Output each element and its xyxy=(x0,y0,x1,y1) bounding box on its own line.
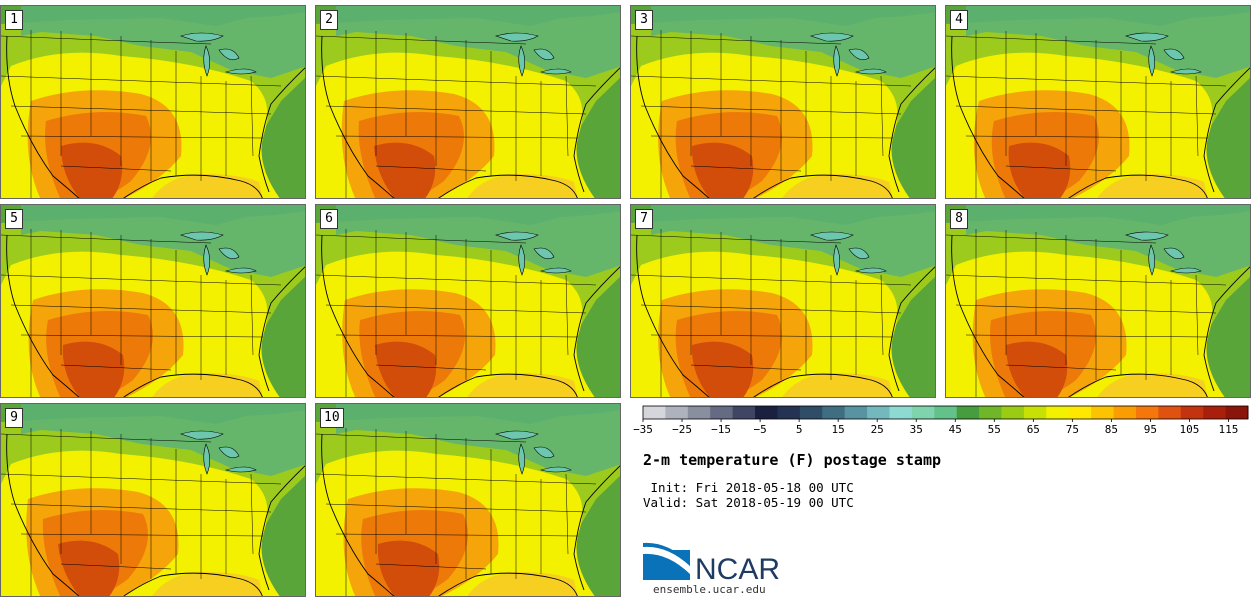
member-number-label: 4 xyxy=(950,10,968,30)
forecast-map-panel: 5 xyxy=(0,204,306,398)
colorbar-tick-label: 25 xyxy=(871,423,884,436)
member-number-label: 2 xyxy=(320,10,338,30)
forecast-map-panel: 9 xyxy=(0,403,306,597)
forecast-map-panel: 1 xyxy=(0,5,306,199)
colorbar-segment xyxy=(1158,406,1182,419)
forecast-map-panel: 10 xyxy=(315,403,621,597)
forecast-map-panel: 6 xyxy=(315,204,621,398)
colorbar-tick-label: 65 xyxy=(1027,423,1040,436)
colorbar-segment xyxy=(1091,406,1115,419)
colorbar-tick-label: −5 xyxy=(753,423,766,436)
colorbar-segment xyxy=(889,406,913,419)
colorbar-segment xyxy=(687,406,711,419)
colorbar-segment xyxy=(822,406,846,419)
colorbar-tick-label: 75 xyxy=(1066,423,1079,436)
colorbar-segment xyxy=(1135,406,1159,419)
colorbar-segment xyxy=(1180,406,1204,419)
member-number-label: 8 xyxy=(950,209,968,229)
member-number-label: 1 xyxy=(5,10,23,30)
colorbar-segment xyxy=(1046,406,1070,419)
colorbar-segment xyxy=(979,406,1003,419)
colorbar-segment xyxy=(777,406,801,419)
temperature-colorbar: −35 −25 −15 −5 5 15 25 35 45 55 65 75 85 95 105 115 xyxy=(630,400,1255,440)
colorbar-tick-label: 45 xyxy=(949,423,962,436)
ncar-url: ensemble.ucar.edu xyxy=(653,583,766,596)
colorbar-tick-label: 35 xyxy=(910,423,923,436)
colorbar-segment xyxy=(1001,406,1025,419)
colorbar-segment xyxy=(1023,406,1047,419)
colorbar-segment xyxy=(911,406,935,419)
ncar-logo: NCAR ensemble.ucar.edu xyxy=(642,540,802,596)
ncar-logo-text: NCAR xyxy=(695,553,780,586)
colorbar-tick-label: −15 xyxy=(711,423,731,436)
forecast-map-panel: 4 xyxy=(945,5,1251,199)
colorbar-segment xyxy=(665,406,689,419)
colorbar-tick-label: −35 xyxy=(633,423,653,436)
colorbar-segment xyxy=(956,406,980,419)
colorbar-segment xyxy=(934,406,958,419)
colorbar-tick-label: 5 xyxy=(796,423,803,436)
colorbar-tick-label: −25 xyxy=(672,423,692,436)
colorbar-segment xyxy=(710,406,734,419)
member-number-label: 6 xyxy=(320,209,338,229)
colorbar-segment xyxy=(1225,406,1249,419)
colorbar-border xyxy=(642,405,1249,420)
colorbar-segment xyxy=(1113,406,1137,419)
forecast-map-panel: 7 xyxy=(630,204,936,398)
colorbar-segment xyxy=(755,406,778,419)
forecast-map-panel: 2 xyxy=(315,5,621,199)
colorbar-tick-label: 105 xyxy=(1180,423,1200,436)
colorbar-segment xyxy=(1203,406,1227,419)
colorbar-segment xyxy=(867,406,890,419)
member-number-label: 7 xyxy=(635,209,653,229)
colorbar-segment xyxy=(732,406,756,419)
colorbar-segment xyxy=(1068,406,1092,419)
init-time: Init: Fri 2018-05-18 00 UTC xyxy=(643,480,854,495)
member-number-label: 9 xyxy=(5,408,23,428)
forecast-map-panel: 8 xyxy=(945,204,1251,398)
colorbar-tick-label: 95 xyxy=(1144,423,1157,436)
member-number-label: 10 xyxy=(320,408,344,428)
colorbar-segment xyxy=(844,406,868,419)
member-number-label: 3 xyxy=(635,10,653,30)
colorbar-tick-label: 85 xyxy=(1105,423,1118,436)
ncar-swoosh-icon xyxy=(643,542,690,580)
plot-title: 2-m temperature (F) postage stamp xyxy=(643,451,942,469)
colorbar-tick-label: 115 xyxy=(1219,423,1239,436)
member-number-label: 5 xyxy=(5,209,23,229)
colorbar-tick-label: 15 xyxy=(832,423,845,436)
colorbar-segment xyxy=(643,406,666,419)
forecast-map-panel: 3 xyxy=(630,5,936,199)
colorbar-segment xyxy=(799,406,823,419)
valid-time: Valid: Sat 2018-05-19 00 UTC xyxy=(643,495,854,510)
colorbar-tick-label: 55 xyxy=(988,423,1001,436)
